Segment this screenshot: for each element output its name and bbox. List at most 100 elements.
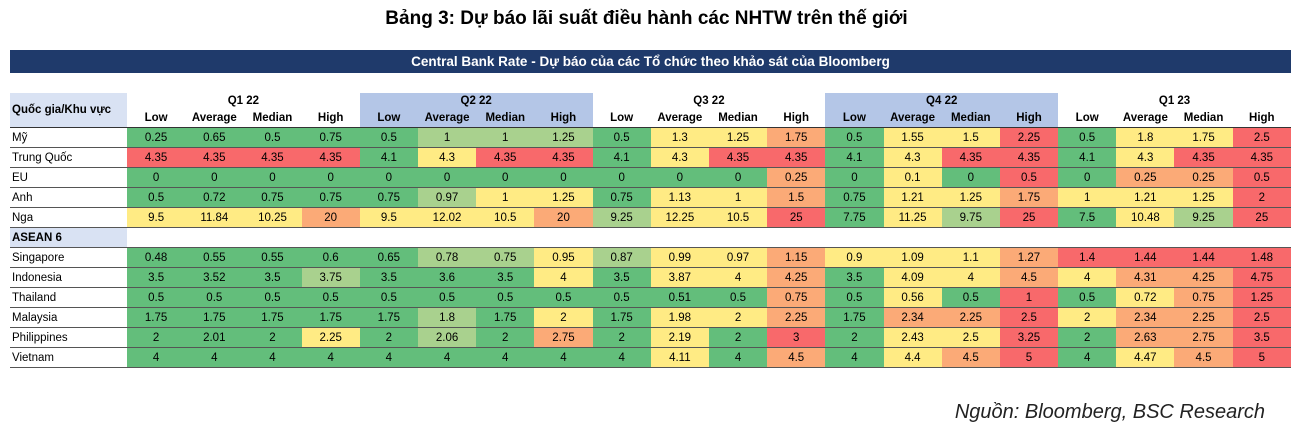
rate-cell: 4.3 [1116, 147, 1175, 168]
rate-cell: 0 [825, 167, 884, 188]
table-row: Thailand 0.5 0.5 0.5 0.5 0.5 0.5 0.5 0.5 0.5 0.51 0… [10, 287, 1291, 308]
metric-header-high: High [301, 109, 360, 128]
metric-header-low: Low [127, 109, 186, 128]
rate-cell: 2.75 [534, 327, 593, 348]
country-label: Nga [10, 207, 128, 228]
rate-cell: 0 [476, 167, 535, 188]
rate-cell: 1.4 [1058, 247, 1117, 268]
rate-cell: 0.87 [592, 247, 651, 268]
rate-cell: 1 [999, 287, 1059, 308]
rate-cell: 4 [359, 347, 418, 368]
rate-cell: 1.25 [534, 127, 593, 148]
rate-cell: 2.34 [883, 307, 942, 328]
rate-cell: 4 [708, 347, 768, 368]
rate-cell: 0.5 [534, 287, 593, 308]
rate-cell: 4.5 [1174, 347, 1233, 368]
rate-forecast-table: Quốc gia/Khu vực Q1 22 Q2 22 Q3 22 Q4 22 Q1 2… [10, 93, 1291, 368]
rate-cell: 2.5 [941, 327, 1000, 348]
rate-cell: 4.25 [767, 267, 826, 288]
rate-cell: 0.5 [127, 187, 186, 208]
rate-cell: 0.75 [359, 187, 418, 208]
rate-cell: 0 [592, 167, 651, 188]
rate-cell: 2.25 [301, 327, 360, 348]
rate-cell: 2.5 [1232, 127, 1291, 148]
rate-cell: 4.3 [883, 147, 942, 168]
metric-header-high: High [999, 109, 1059, 128]
rate-cell: 4 [127, 347, 186, 368]
rate-cell: 4.1 [1058, 147, 1117, 168]
rate-cell: 1.75 [1174, 127, 1233, 148]
rate-cell: 1.75 [999, 187, 1059, 208]
rate-cell: 1.25 [534, 187, 593, 208]
rate-cell: 4.35 [767, 147, 826, 168]
rate-cell: 0 [185, 167, 244, 188]
rate-cell: 0 [243, 167, 302, 188]
rate-cell: 4.35 [534, 147, 593, 168]
table-title: Bảng 3: Dự báo lãi suất điều hành các NH… [385, 8, 908, 29]
rate-cell: 3.5 [825, 267, 884, 288]
rate-cell: 0.5 [1232, 167, 1291, 188]
rate-cell: 4.35 [708, 147, 768, 168]
rate-cell: 4.35 [301, 147, 360, 168]
metric-header-row: Low Average Median High Low Average Median High… [10, 109, 1291, 128]
rate-cell: 3.25 [999, 327, 1059, 348]
rate-cell: 0 [1058, 167, 1117, 188]
rate-cell: 0.6 [301, 247, 360, 268]
rate-cell: 11.25 [883, 207, 942, 228]
rate-cell: 0.75 [301, 127, 360, 148]
rate-cell: 0.5 [1058, 127, 1117, 148]
rate-cell: 10.5 [476, 207, 535, 228]
rate-cell: 0 [359, 167, 418, 188]
metric-header-low: Low [592, 109, 651, 128]
country-label: Trung Quốc [10, 147, 128, 168]
rate-cell: 1.8 [417, 307, 477, 328]
rate-cell: 1.75 [359, 307, 418, 328]
rate-cell: 0.5 [301, 287, 360, 308]
rate-cell: 4.25 [1174, 267, 1233, 288]
rate-cell: 5 [1232, 347, 1291, 368]
rate-cell: 4.11 [650, 347, 709, 368]
rate-cell: 3.5 [592, 267, 651, 288]
rate-cell: 3.5 [127, 267, 186, 288]
rate-cell: 0.5 [127, 287, 186, 308]
metric-header-average: Average [650, 109, 709, 128]
rate-cell: 1 [708, 187, 768, 208]
rate-cell: 0.97 [417, 187, 477, 208]
country-label: Singapore [10, 247, 128, 268]
country-label: Philippines [10, 327, 128, 348]
table-row: Philippines 2 2.01 2 2.25 2 2.06 2 2.75 2 2.19 2 3 2 2… [10, 327, 1291, 348]
rate-cell: 1.25 [1232, 287, 1291, 308]
rate-cell: 0 [708, 167, 768, 188]
rate-cell: 4.1 [359, 147, 418, 168]
section-label: ASEAN 6 [10, 227, 128, 248]
rate-cell: 25 [1232, 207, 1291, 228]
table-row: Vietnam 4 4 4 4 4 4 4 4 4 4.11 4 4.5 4 4.4 4.5 5 4 4.47 4.5… [10, 347, 1291, 368]
rate-cell: 0 [417, 167, 477, 188]
rate-cell: 1.8 [1116, 127, 1175, 148]
metric-header-median: Median [941, 109, 1000, 128]
table-row: Anh 0.5 0.72 0.75 0.75 0.75 0.97 1 1.25 0.75 1.13 1… [10, 187, 1291, 208]
rate-cell: 3 [767, 327, 826, 348]
metric-header-average: Average [883, 109, 942, 128]
rate-cell: 0.75 [1174, 287, 1233, 308]
rate-cell: 3.5 [359, 267, 418, 288]
rate-cell: 0.55 [185, 247, 244, 268]
rate-cell: 2.25 [1174, 307, 1233, 328]
rate-cell: 0.65 [185, 127, 244, 148]
rate-cell: 4 [301, 347, 360, 368]
rate-cell: 1.48 [1232, 247, 1291, 268]
rate-cell: 1.55 [883, 127, 942, 148]
rate-cell: 1.21 [1116, 187, 1175, 208]
metric-header-high: High [534, 109, 593, 128]
rate-cell: 0.75 [243, 187, 302, 208]
rate-cell: 0.5 [243, 127, 302, 148]
rate-cell: 0.5 [825, 287, 884, 308]
rate-cell: 5 [999, 347, 1059, 368]
rate-cell: 3.87 [650, 267, 709, 288]
rate-cell: 0.65 [359, 247, 418, 268]
rate-cell: 0.25 [127, 127, 186, 148]
rate-cell: 4 [1058, 347, 1117, 368]
metric-header-median: Median [476, 109, 535, 128]
rate-cell: 0.9 [825, 247, 884, 268]
country-label: Indonesia [10, 267, 128, 288]
